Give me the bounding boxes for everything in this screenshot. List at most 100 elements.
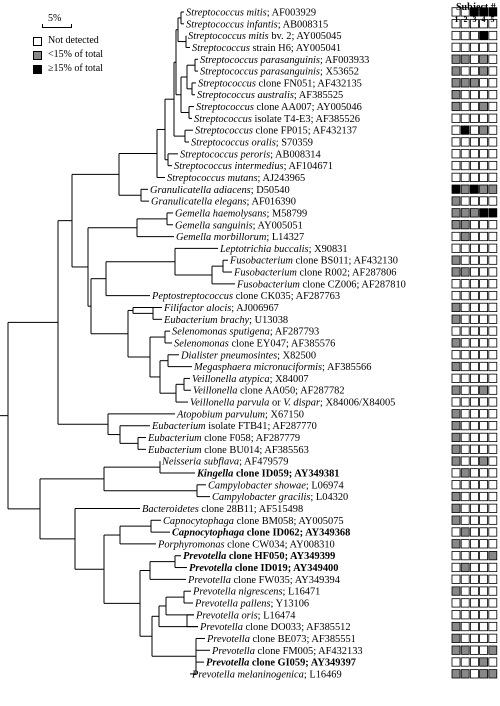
taxon-label: Prevotella clone HF050; AY349399 — [183, 551, 335, 562]
taxon-name: Eubacterium — [151, 421, 206, 432]
subject-cell — [479, 385, 489, 395]
subject-cell — [460, 610, 470, 620]
subject-cell — [488, 645, 498, 655]
taxon-detail: ; X90831 — [309, 244, 348, 255]
taxon-name: Streptococcus — [192, 43, 250, 54]
taxon-label: Fusobacterium clone R002; AF287806 — [233, 268, 397, 279]
subject-cell — [479, 551, 489, 561]
subject-cell — [469, 267, 479, 277]
subject-cell — [469, 113, 479, 123]
subject-cell — [460, 539, 470, 549]
subject-cell — [451, 196, 461, 206]
subject-cell — [479, 621, 489, 632]
taxon-detail: ; AF432133 — [313, 646, 362, 657]
taxon-label: Dialister pneumosintes; X82500 — [180, 350, 316, 361]
subject-cell — [479, 208, 489, 218]
taxon-name: Veillonella atypica — [192, 374, 270, 385]
subject-cell — [460, 551, 470, 561]
taxon-detail: or — [269, 398, 283, 409]
subject-cell — [469, 338, 479, 348]
taxon-name: Prevotella — [189, 563, 232, 574]
subject-cell — [469, 574, 479, 584]
subject-cell — [488, 314, 498, 324]
subject-cell — [479, 101, 489, 112]
subject-cell — [469, 361, 479, 372]
subject-cell — [488, 172, 498, 182]
subject-cell — [469, 397, 479, 407]
subject-cell — [479, 279, 489, 289]
subject-cell — [460, 113, 470, 123]
subject-cell — [469, 231, 479, 242]
subject-cell — [451, 491, 461, 502]
subject-cell — [469, 42, 479, 52]
subject-cell — [488, 480, 498, 490]
subject-cell — [479, 90, 489, 100]
subject-cell — [479, 19, 489, 29]
taxon-label: Leptotrichia buccalis; X90831 — [219, 244, 348, 255]
subject-cell — [488, 574, 498, 584]
taxon-name: Megasphaera micronuciformis — [193, 362, 322, 373]
taxon-label: Eubacterium clone BU014; AF385563 — [147, 445, 309, 456]
subject-cell — [469, 279, 479, 289]
taxon-detail: clone FW035 — [231, 575, 290, 586]
taxon-detail: ; AF104671 — [284, 161, 333, 172]
taxon-label: Megasphaera micronuciformis; AF385566 — [193, 362, 371, 373]
subject-cell — [469, 125, 479, 135]
taxon-name: Prevotella — [183, 551, 226, 562]
taxon-detail: ; AF016390 — [247, 197, 296, 208]
taxon-name: Streptococcus peroris — [180, 149, 270, 160]
taxon-name: Streptococcus intermedius — [174, 161, 284, 172]
subject-cell — [479, 113, 489, 123]
taxon-detail: clone ID062 — [244, 528, 299, 539]
taxon-detail: ; AF385525 — [294, 90, 343, 101]
subject-cell — [460, 562, 470, 573]
subject-cell — [460, 480, 470, 490]
subject-cell — [469, 515, 479, 525]
subject-cell — [451, 515, 461, 525]
subject-cell — [460, 645, 470, 655]
subject-cell — [451, 326, 461, 336]
taxon-detail: clone EY047 — [229, 338, 286, 349]
taxon-label: Granulicatella adiacens; D50540 — [150, 185, 290, 196]
subject-number: 4 — [481, 15, 486, 24]
taxon-label: Prevotella clone GI059; AY349397 — [206, 658, 356, 669]
subject-cell — [479, 350, 489, 360]
subject-cell — [469, 90, 479, 100]
subject-cell — [460, 456, 470, 466]
taxon-detail: ; AF385566 — [322, 362, 371, 373]
subject-cell — [469, 314, 479, 324]
taxon-detail: ; AF287770 — [267, 421, 316, 432]
taxon-name: Prevotella — [199, 622, 243, 633]
subject-cell — [488, 669, 498, 679]
taxon-name: V. dispar — [283, 398, 321, 409]
subject-cell — [451, 220, 461, 230]
taxon-detail: clone BS011 — [293, 256, 349, 267]
subject-cell — [460, 149, 470, 159]
taxon-detail: ; AB008314 — [270, 149, 321, 160]
subject-cell — [479, 633, 489, 643]
taxon-name: Kingella — [196, 468, 233, 479]
subject-cell — [460, 350, 470, 360]
taxon-detail: ; AF432137 — [308, 126, 357, 137]
taxon-label: Prevotella melaninogenica; L16469 — [191, 669, 342, 680]
taxon-name: Prevotella — [211, 646, 255, 657]
subject-cell — [469, 610, 479, 620]
taxon-detail: ; L16471 — [283, 587, 321, 598]
taxon-name: Dialister pneumosintes — [180, 350, 277, 361]
subject-cell — [488, 633, 498, 643]
taxon-name: Streptococcus infantis — [186, 19, 278, 30]
subject-cell — [451, 7, 461, 17]
taxon-detail: clone FM005 — [255, 646, 313, 657]
taxon-label: Streptococcus intermedius; AF104671 — [174, 161, 333, 172]
subject-cell — [469, 527, 479, 537]
subject-cell — [479, 184, 489, 194]
taxon-label: Veillonella clone AA050; AF287782 — [193, 386, 345, 397]
taxon-detail: ; AY005075 — [293, 516, 343, 527]
subject-cell — [479, 78, 489, 88]
subject-cell — [460, 621, 470, 632]
subject-cell — [479, 125, 489, 135]
subject-cell — [479, 172, 489, 182]
taxon-label: Streptococcus parasanguinis; X53652 — [200, 67, 359, 78]
subject-cell — [451, 669, 461, 679]
